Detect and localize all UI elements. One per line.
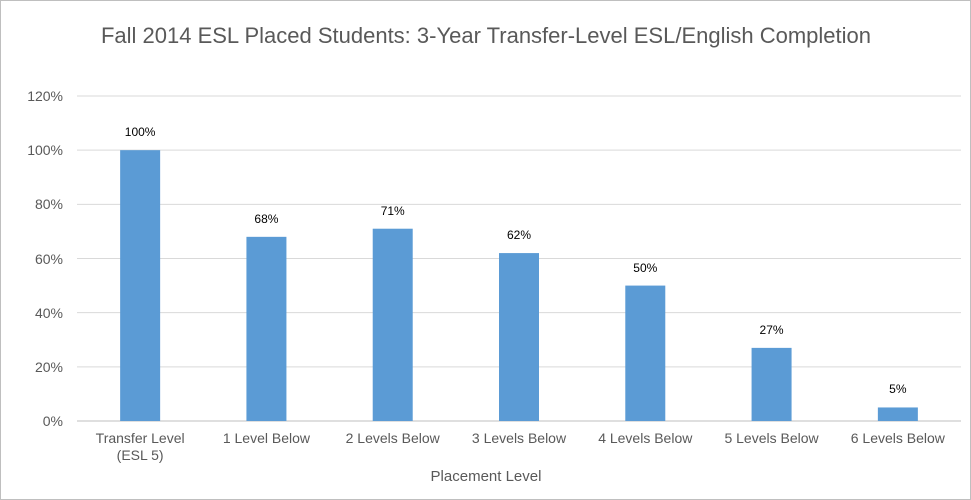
bar [625, 285, 666, 421]
data-label: 100% [124, 125, 156, 140]
data-label: 5% [889, 382, 907, 397]
data-label: 68% [254, 211, 279, 226]
bar [246, 236, 287, 421]
y-tick-label: 60% [34, 250, 63, 267]
data-label: 71% [380, 203, 405, 218]
x-tick-label: 5 Levels Below [724, 430, 819, 446]
bar [877, 407, 918, 421]
bar [751, 347, 792, 421]
y-tick-label: 80% [34, 196, 63, 213]
x-tick-label: 2 Levels Below [345, 430, 440, 446]
x-tick-label: 4 Levels Below [598, 430, 693, 446]
data-label: 50% [633, 260, 658, 275]
x-tick-label: 6 Levels Below [850, 430, 945, 446]
x-tick-label: 3 Levels Below [471, 430, 567, 446]
data-label: 27% [759, 322, 784, 337]
x-tick-label: 1 Level Below [222, 430, 310, 446]
y-tick-label: 100% [27, 142, 63, 159]
y-tick-label: 0% [42, 413, 63, 429]
y-tick-label: 40% [34, 304, 63, 321]
bar [120, 150, 161, 421]
x-axis-label: Placement Level [430, 468, 542, 485]
y-tick-label: 120% [27, 88, 63, 104]
chart-title: Fall 2014 ESL Placed Students: 3-Year Tr… [100, 23, 872, 48]
data-label: 62% [506, 228, 532, 243]
y-tick-label: 20% [34, 358, 63, 375]
bar [499, 253, 539, 421]
bar [372, 228, 413, 421]
x-tick-label: Transfer Level (ESL 5) [95, 430, 185, 463]
